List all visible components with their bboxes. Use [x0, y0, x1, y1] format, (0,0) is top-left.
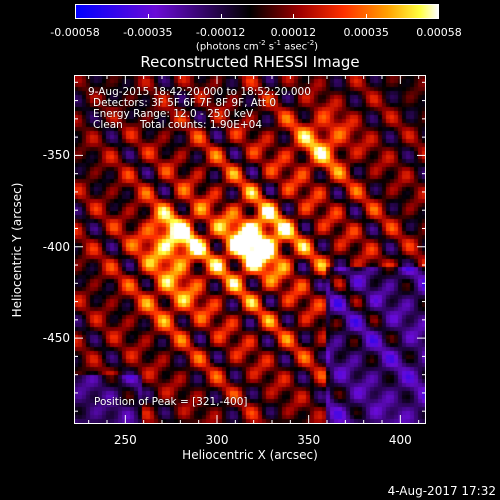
colorbar — [75, 4, 439, 19]
chart-title: Reconstructed RHESSI Image — [140, 53, 360, 71]
colorbar-tick-label: 0.00058 — [416, 26, 462, 39]
colorbar-unit: (photons cm-2 s-1 asec-2) — [195, 39, 319, 53]
colorbar-tick — [438, 14, 439, 19]
time-range-annotation: 9-Aug-2015 18:42:20.000 to 18:52:20.000 — [88, 86, 311, 98]
plot-frame — [74, 75, 426, 424]
energy-annotation: Energy Range: 12.0 - 25.0 keV — [93, 108, 254, 120]
x-axis-label: Heliocentric X (arcsec) — [182, 448, 318, 462]
peak-position-annotation: Position of Peak = [321,-400] — [94, 396, 248, 408]
colorbar-tick-label: 0.00035 — [343, 26, 389, 39]
colorbar-tick-label: -0.00058 — [50, 26, 100, 39]
method-annotation: Clean — [93, 119, 123, 131]
colorbar-tick — [293, 14, 295, 19]
colorbar-tick-label: 0.00012 — [270, 26, 317, 39]
y-axis-label: Heliocentric Y (arcsec) — [10, 182, 24, 318]
axes-frame — [74, 75, 426, 424]
heatmap-image — [74, 75, 426, 424]
detectors-annotation: Detectors: 3F 5F 6F 7F 8F 9F, Att 0 — [93, 97, 277, 109]
colorbar-tick — [147, 14, 149, 19]
x-tick-label: 350 — [297, 433, 321, 447]
total-counts-annotation: Total counts: 1.90E+04 — [140, 119, 263, 131]
colorbar-tick — [75, 14, 76, 19]
colorbar-tick — [220, 14, 222, 19]
x-tick-label: 300 — [205, 433, 229, 447]
plot-area: 9-Aug-2015 18:42:20.000 to 18:52:20.000 … — [74, 75, 426, 424]
y-tick-label: -450 — [42, 331, 70, 346]
colorbar-tick — [366, 14, 368, 19]
y-tick-label: -400 — [42, 239, 70, 254]
x-tick-label: 400 — [388, 433, 412, 447]
colorbar-tick-label: -0.00035 — [123, 26, 173, 39]
y-tick-label: -350 — [42, 148, 70, 163]
x-tick-label: 250 — [113, 433, 137, 447]
datestamp: 4-Aug-2017 17:32 — [387, 484, 496, 498]
colorbar-tick-label: -0.00012 — [195, 26, 246, 39]
